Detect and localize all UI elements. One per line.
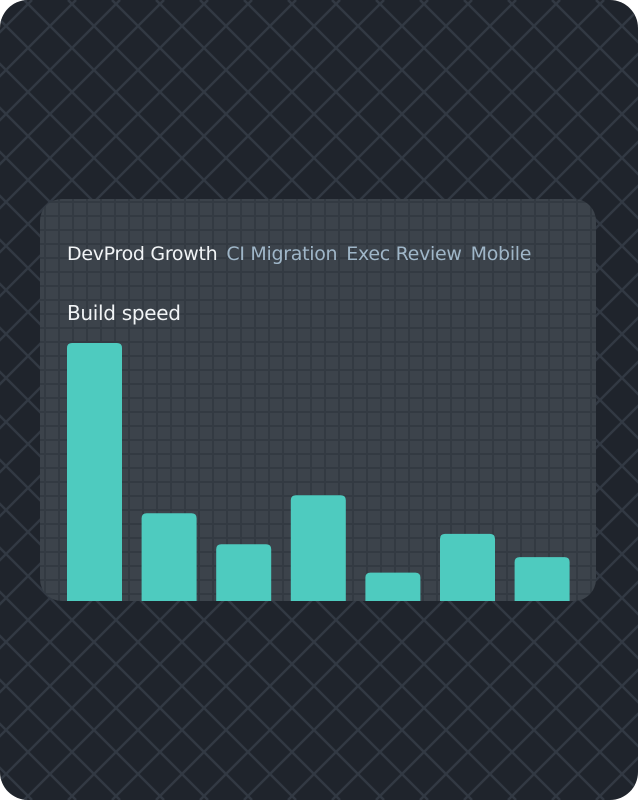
bar-chart bbox=[67, 343, 570, 601]
lattice-line bbox=[419, 0, 638, 220]
bar-6 bbox=[440, 533, 495, 601]
tab-exec-review[interactable]: Exec Review bbox=[346, 243, 462, 265]
lattice-line bbox=[243, 404, 638, 800]
lattice-line bbox=[0, 0, 165, 166]
lattice-line bbox=[419, 580, 638, 800]
tab-devprod-growth[interactable]: DevProd Growth bbox=[67, 243, 218, 265]
lattice-line bbox=[0, 0, 385, 386]
tab-bar: DevProd Growth CI Migration Exec Review … bbox=[67, 243, 531, 265]
lattice-line bbox=[463, 624, 638, 800]
lattice-line bbox=[0, 0, 297, 298]
bar-1 bbox=[67, 343, 122, 601]
bar-2 bbox=[141, 513, 197, 601]
lattice-line bbox=[331, 0, 638, 308]
lattice-line bbox=[287, 448, 638, 800]
lattice-line bbox=[0, 458, 341, 800]
bar-3 bbox=[216, 544, 272, 601]
lattice-line bbox=[331, 492, 638, 800]
lattice-line bbox=[0, 0, 429, 430]
chart-card: DevProd Growth CI Migration Exec Review … bbox=[40, 199, 596, 601]
tab-ci-migration[interactable]: CI Migration bbox=[226, 243, 338, 265]
lattice-line bbox=[0, 414, 385, 800]
lattice-line bbox=[287, 0, 638, 352]
tab-mobile[interactable]: Mobile bbox=[470, 243, 532, 265]
bar-7 bbox=[514, 557, 570, 601]
lattice-line bbox=[0, 590, 209, 800]
chart-title: Build speed bbox=[67, 301, 181, 325]
lattice-line bbox=[0, 634, 165, 800]
lattice-line bbox=[0, 546, 253, 800]
lattice-line bbox=[375, 0, 638, 264]
bar-4 bbox=[290, 495, 346, 601]
lattice-line bbox=[0, 0, 341, 342]
lattice-line bbox=[375, 536, 638, 800]
lattice-line bbox=[463, 0, 638, 176]
lattice-line bbox=[199, 360, 638, 800]
lattice-line bbox=[243, 0, 638, 396]
lattice-line bbox=[0, 0, 209, 210]
lattice-line bbox=[0, 0, 253, 254]
bar-5 bbox=[365, 572, 421, 601]
lattice-line bbox=[0, 502, 297, 800]
